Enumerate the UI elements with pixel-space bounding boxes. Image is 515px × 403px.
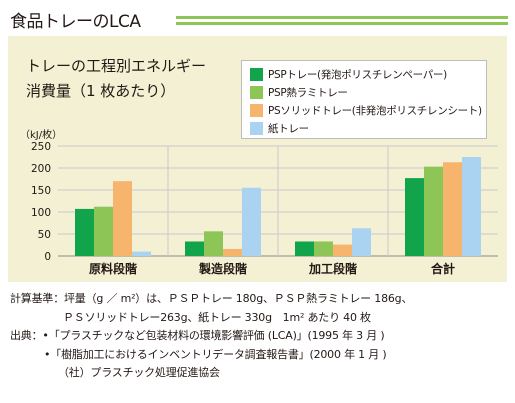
bar xyxy=(75,208,94,256)
bar xyxy=(94,206,113,256)
x-tick-label: 製造段階 xyxy=(198,261,247,276)
y-tick-label: 150 xyxy=(31,185,51,197)
bar xyxy=(132,251,151,256)
legend-label-paper: 紙トレー xyxy=(268,122,309,135)
legend-item-psp-lami: PSP熱ラミトレー xyxy=(250,85,348,99)
legend-swatch-ps-solid xyxy=(250,103,263,117)
chart-title: トレーの工程別エネルギー 消費量（1 枚あたり） xyxy=(26,54,206,104)
legend-label-ps-solid: PSソリッドトレー(非発泡ポリスチレンシート) xyxy=(268,104,482,117)
basis-line-2: ＰＳソリッドトレー263g、紙トレー 330g 1m² あたり 40 枚 xyxy=(63,311,371,324)
y-tick-label: 200 xyxy=(31,163,51,175)
x-tick-label: 合計 xyxy=(431,261,455,276)
y-tick-label: 50 xyxy=(38,229,51,241)
y-axis-label: （kJ/枚） xyxy=(20,130,63,141)
legend-label-psp: PSPトレー(発泡ポリスチレンペーパー) xyxy=(268,68,447,81)
source-line-2: •「樹脂加工におけるインベントリデータ調査報告書」(2000 年 1 月 ) xyxy=(44,348,387,361)
x-tick-label: 加工段階 xyxy=(308,261,357,276)
bar xyxy=(223,248,242,256)
header-rule xyxy=(176,16,508,19)
bar xyxy=(462,157,481,256)
page-title: 食品トレーのLCA xyxy=(10,12,141,32)
chart-panel: トレーの工程別エネルギー 消費量（1 枚あたり） （kJ/枚） PSPトレー(発… xyxy=(8,36,507,282)
legend-item-ps-solid: PSソリッドトレー(非発泡ポリスチレンシート) xyxy=(250,103,482,117)
chart-title-line-2: 消費量（1 枚あたり） xyxy=(26,82,176,100)
bar xyxy=(352,228,371,256)
legend-swatch-psp-lami xyxy=(250,85,263,99)
legend-item-paper: 紙トレー xyxy=(250,121,309,135)
header: 食品トレーのLCA xyxy=(8,6,508,32)
chart-title-line-1: トレーの工程別エネルギー xyxy=(26,57,207,75)
y-tick-label: 0 xyxy=(44,251,51,263)
legend-label-psp-lami: PSP熱ラミトレー xyxy=(268,86,348,99)
bar xyxy=(424,166,443,256)
bar-chart: 0 50 100 150 200 250 原料段階 製造段階 加工段階 合計 xyxy=(31,141,498,276)
source-line-3: （社）プラスチック処理促進協会 xyxy=(58,366,220,379)
bar xyxy=(295,241,314,256)
bar xyxy=(204,231,223,256)
x-tick-label: 原料段階 xyxy=(89,261,137,276)
bar xyxy=(405,178,424,256)
legend-swatch-psp xyxy=(250,67,263,81)
source-line-1: 出典：•「プラスチックなど包装材料の環境影響評価 (LCA)」(1995 年 3… xyxy=(10,329,385,342)
bar xyxy=(314,241,333,256)
bar xyxy=(333,244,352,256)
legend-item-psp: PSPトレー(発泡ポリスチレンペーパー) xyxy=(250,67,447,81)
y-tick-label: 100 xyxy=(31,207,51,219)
bar xyxy=(242,187,261,256)
legend-swatch-paper xyxy=(250,121,263,135)
bar xyxy=(113,181,132,256)
header-rule-secondary xyxy=(176,22,508,25)
y-tick-label: 250 xyxy=(31,141,51,153)
basis-line-1: 計算基準：坪量（g ／ m²）は、ＰＳＰトレー 180g、ＰＳＰ熱ラミトレー 1… xyxy=(10,292,413,305)
bar xyxy=(443,162,462,256)
chart-legend: PSPトレー(発泡ポリスチレンペーパー) PSP熱ラミトレー PSソリッドトレー… xyxy=(241,60,487,139)
bar xyxy=(185,241,204,256)
